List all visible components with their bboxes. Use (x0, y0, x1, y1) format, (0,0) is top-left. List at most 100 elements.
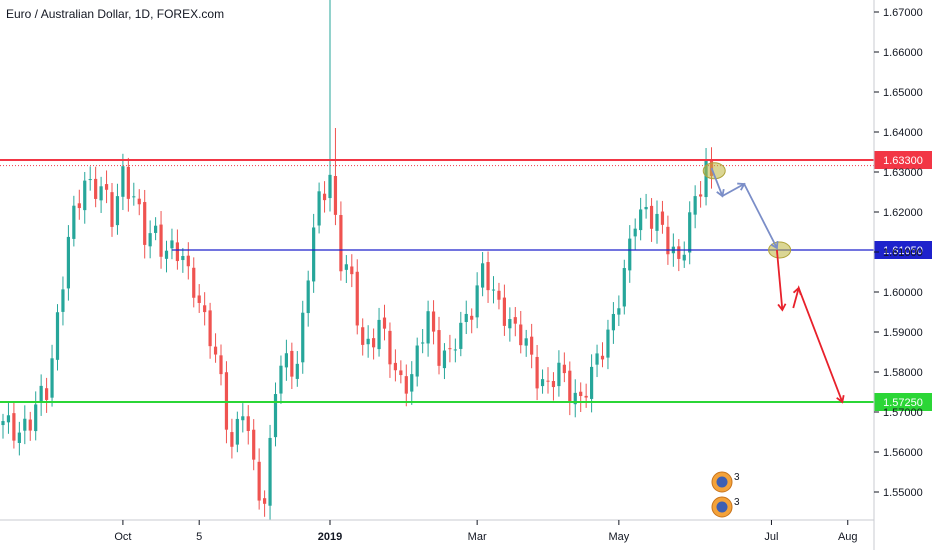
candle-body (524, 338, 528, 346)
highlight-ellipse (702, 162, 726, 180)
y-tick-label: 1.62000 (883, 207, 923, 219)
candle-body (546, 380, 550, 382)
candle-body (257, 461, 261, 501)
y-tick-label: 1.56000 (883, 447, 923, 459)
candle-body (115, 196, 120, 226)
candle-body (143, 202, 147, 245)
candle-body (431, 311, 436, 332)
candle-body (333, 175, 338, 215)
candle-body (562, 364, 566, 374)
arrow-head (716, 188, 725, 198)
candle-body (639, 209, 643, 231)
y-tick-label: 1.58000 (883, 367, 923, 379)
candle-body (28, 419, 32, 431)
y-tick-label: 1.64000 (883, 127, 923, 139)
candle-body (197, 295, 201, 303)
candle-body (312, 227, 316, 282)
candle-body (584, 395, 588, 398)
candle-body (481, 263, 485, 288)
price-axis[interactable]: 1.55000 1.56000 1.57000 1.58000 1.59000 1.600… (874, 7, 923, 499)
candle-body (600, 355, 605, 360)
y-tick-label: 1.59000 (883, 327, 923, 339)
time-axis[interactable]: Oct 5 2019 Mar May Jul Aug (114, 520, 858, 543)
candle-body (508, 319, 512, 329)
candle-body (693, 196, 697, 215)
candle-body (442, 350, 447, 369)
y-tick-label: 1.63000 (883, 167, 923, 179)
candle-body (372, 338, 376, 348)
candle-body (12, 413, 16, 441)
candle-body (34, 404, 38, 432)
candle-body (246, 416, 250, 431)
candle-body (72, 205, 76, 239)
candle-body (628, 238, 632, 271)
candle-body (137, 198, 141, 205)
candle-body (355, 271, 359, 326)
candle-body (459, 322, 463, 349)
candle-body (121, 166, 125, 197)
candles (1, 0, 714, 520)
projection-arrow (710, 167, 778, 249)
candle-body (170, 240, 174, 249)
candle-body (350, 266, 354, 275)
candle-body (486, 262, 490, 291)
candle-body (339, 215, 343, 272)
x-tick-label: Oct (114, 531, 131, 543)
price-label-box (874, 241, 932, 259)
price-label-box (874, 393, 932, 411)
candle-body (159, 224, 163, 257)
candle-body (704, 159, 708, 198)
candle-body (404, 376, 408, 394)
candle-body (699, 194, 703, 197)
candle-body (448, 348, 452, 350)
candle-body (568, 370, 572, 403)
x-tick-label: Jul (764, 531, 778, 543)
candle-body (50, 358, 54, 398)
y-tick-label: 1.55000 (883, 487, 923, 499)
candle-body (557, 362, 561, 387)
candle-body (186, 255, 190, 267)
x-tick-label: 2019 (318, 531, 342, 543)
candle-body (649, 205, 654, 229)
candle-body (502, 297, 506, 326)
candle-body (590, 366, 594, 399)
price-label-box (874, 151, 932, 169)
candle-body (388, 330, 392, 365)
projection-arrow (776, 249, 784, 311)
candle-body (644, 206, 648, 210)
candle-body (279, 365, 283, 394)
y-tick-label: 1.67000 (883, 7, 923, 19)
x-tick-label: May (608, 531, 629, 543)
candle-body (328, 174, 332, 199)
candle-body (611, 313, 615, 331)
candle-body (437, 330, 441, 366)
candle-body (17, 432, 21, 443)
candle-body (535, 356, 539, 389)
candle-body (219, 355, 223, 375)
candle-body (295, 363, 299, 379)
candle-body (677, 246, 681, 259)
candle-body (688, 212, 692, 253)
drawings (702, 162, 845, 404)
candle-body (606, 329, 610, 358)
candle-body (660, 211, 665, 225)
candle-body (421, 342, 425, 344)
candle-body (230, 432, 234, 447)
candle-body (551, 381, 556, 388)
price-label: 1.61050 (883, 245, 923, 257)
candle-body (540, 379, 545, 387)
candle-body (464, 313, 468, 323)
badge-inner (716, 501, 728, 513)
candle-body (273, 394, 278, 438)
candle-body (666, 226, 670, 255)
candle-body (88, 179, 92, 181)
candle-body (344, 264, 348, 270)
y-tick-label: 1.61000 (883, 247, 923, 259)
candle-body (39, 385, 43, 403)
candle-body (1, 421, 5, 426)
arrow-head (777, 303, 787, 312)
dividend-badges[interactable]: 33 (711, 471, 740, 518)
candle-body (181, 256, 185, 261)
